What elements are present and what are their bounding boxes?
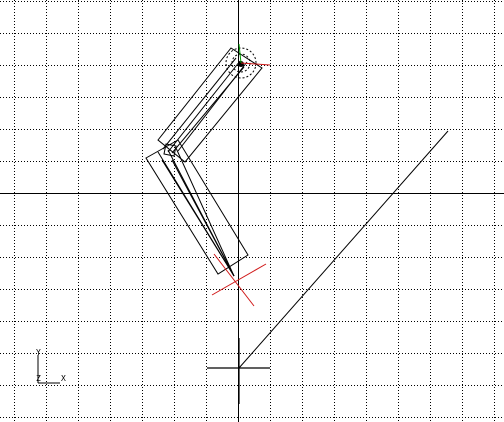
bone-envelope-upper[interactable] (157, 47, 263, 163)
axis-indicator-y-label: Y (36, 348, 41, 357)
3d-cursor-gizmo[interactable] (211, 253, 267, 307)
dashed-selection-circle (225, 47, 257, 79)
axis-indicator-z-label: Z (36, 374, 41, 383)
armature-lower-bone[interactable] (157, 147, 235, 277)
pivot-dot (238, 61, 244, 67)
diagonal-line[interactable] (238, 130, 449, 369)
bottom-cross-marker[interactable] (207, 338, 270, 404)
y-axis-handle[interactable] (238, 43, 242, 64)
x-axis-handle[interactable] (240, 62, 271, 66)
root-pivot[interactable] (225, 43, 271, 79)
bone-envelope-lower[interactable] (145, 139, 249, 275)
axis-indicator: Y Z X (36, 348, 66, 384)
axis-indicator-x-label: X (61, 374, 66, 383)
